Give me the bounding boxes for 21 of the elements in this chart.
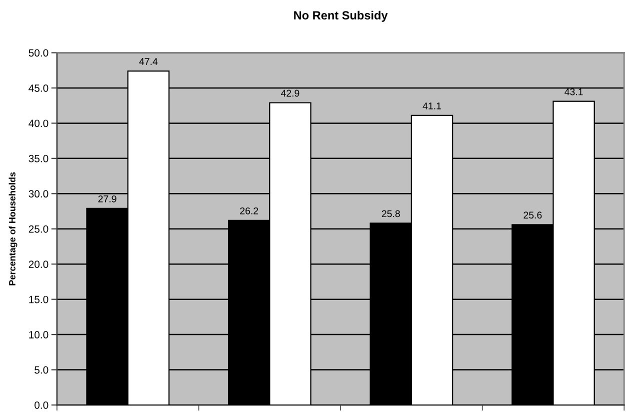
y-tick-label: 40.0 — [28, 120, 48, 128]
data-label: 43.1 — [564, 88, 583, 96]
y-tick-label: 20.0 — [28, 260, 48, 268]
y-tick-label: 50.0 — [28, 49, 48, 57]
y-tick-label: 30.0 — [28, 190, 48, 198]
data-label: 25.8 — [382, 210, 400, 218]
y-tick-label: 0.0 — [34, 401, 48, 409]
data-label: 27.9 — [98, 195, 116, 202]
data-label: 47.4 — [139, 58, 158, 65]
y-tick-label: 45.0 — [28, 84, 48, 92]
y-tick-label: 15.0 — [29, 296, 48, 304]
data-label: 41.1 — [422, 102, 441, 110]
y-tick-label: 10.0 — [29, 331, 48, 338]
y-tick-label: 5.0 — [34, 366, 48, 374]
y-tick-label: 25.0 — [28, 225, 48, 233]
chart-title: No Rent Subsidy — [294, 10, 388, 22]
data-label: 25.6 — [524, 212, 542, 219]
y-axis-title: Percentage of Households — [8, 172, 18, 286]
data-label: 42.9 — [280, 90, 300, 97]
y-tick-label: 35.0 — [28, 154, 48, 162]
data-label: 26.2 — [240, 207, 258, 214]
